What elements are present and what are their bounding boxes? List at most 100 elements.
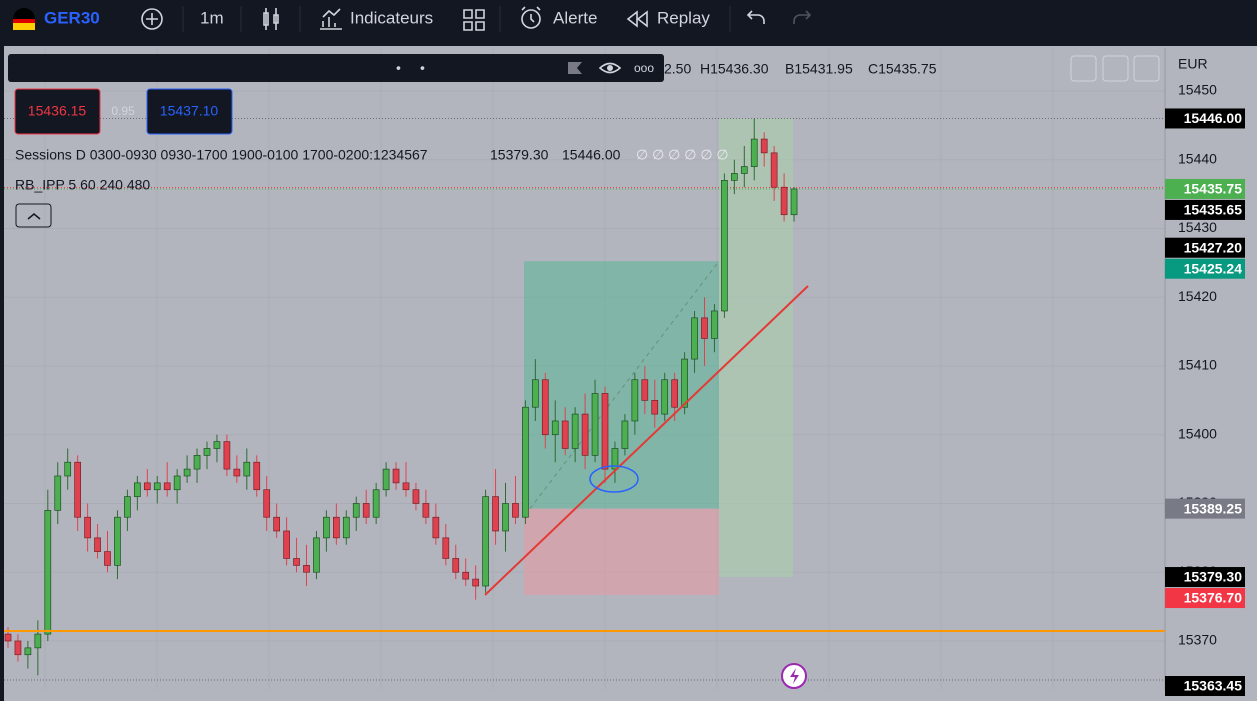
undo-icon[interactable]	[746, 10, 765, 24]
layout-icon[interactable]	[463, 9, 485, 31]
alert-icon	[521, 6, 541, 23]
candle-body	[512, 503, 519, 518]
price-label-text: 15425.24	[1184, 260, 1243, 276]
candle-body	[163, 482, 171, 491]
interval[interactable]: 1m	[200, 8, 224, 27]
candle-body	[721, 179, 728, 312]
indicator-value: 15379.30	[490, 147, 549, 163]
candle-body	[531, 379, 539, 408]
chart-type-icon[interactable]	[263, 8, 279, 30]
eye-icon[interactable]	[598, 62, 622, 74]
candle-body	[84, 516, 91, 539]
price-label-text: 15363.45	[1184, 678, 1243, 694]
candle-body	[382, 468, 390, 491]
legend-bar	[8, 54, 664, 82]
price-label-text: 15446.00	[1184, 110, 1243, 126]
candle-body	[780, 186, 788, 216]
price-label	[1165, 237, 1245, 258]
redo-icon[interactable]	[793, 10, 812, 24]
ohlc-value: 2.50	[664, 61, 691, 77]
candle-body	[263, 489, 271, 518]
candle-body	[422, 503, 430, 518]
candle-body	[193, 455, 201, 470]
buy-button[interactable]	[146, 88, 233, 135]
sessions-indicator: Sessions D 0300-0930 0930-1700 1900-0100…	[15, 147, 428, 163]
fullscreen-button[interactable]	[1133, 55, 1160, 82]
currency[interactable]: EUR	[1178, 56, 1208, 72]
candle-body	[24, 647, 32, 656]
candle-body	[541, 379, 549, 436]
buy-price[interactable]: 15437.10	[160, 103, 219, 119]
candle-body	[362, 503, 370, 518]
price-label	[1165, 676, 1245, 697]
candle-body	[203, 448, 211, 456]
loss-zone	[524, 508, 719, 595]
candle-body	[392, 468, 400, 484]
candle-body	[333, 516, 340, 539]
spread: 0.95	[111, 104, 135, 118]
candle-body	[64, 461, 72, 477]
indicators-button[interactable]: Indicateurs	[350, 8, 433, 27]
candle-body	[313, 537, 320, 573]
flag-icon[interactable]	[568, 62, 582, 74]
price-label	[1165, 199, 1245, 220]
symbol[interactable]: GER30	[44, 8, 100, 27]
candle-body	[671, 379, 679, 408]
candle-body	[522, 406, 529, 518]
ohlc-value: B15431.95	[785, 61, 853, 77]
alert-button[interactable]: Alerte	[553, 8, 597, 27]
sell-button[interactable]	[14, 88, 101, 135]
price-label-text: 15379.30	[1184, 569, 1243, 585]
price-label	[1165, 108, 1245, 129]
collapse-button[interactable]	[15, 203, 52, 228]
price-label	[1165, 567, 1245, 588]
y-tick-label: 15400	[1178, 425, 1217, 441]
candle-body	[641, 379, 649, 401]
replay-icon[interactable]	[626, 10, 648, 28]
candle-body	[442, 537, 450, 559]
candle-body	[74, 461, 82, 518]
add-icon	[146, 13, 158, 25]
collapse-icon	[27, 213, 41, 220]
y-tick-label: 15430	[1178, 219, 1217, 235]
target-extension	[719, 118, 793, 578]
candle-body	[502, 503, 509, 532]
scroll-button[interactable]	[1070, 55, 1097, 82]
candle-body	[452, 558, 460, 573]
candle-body	[631, 379, 639, 422]
alert-icon[interactable]	[521, 9, 541, 29]
candle-body	[730, 173, 738, 181]
dot: •	[396, 60, 401, 76]
candle-body	[183, 468, 191, 477]
price-label-text: 15427.20	[1184, 239, 1243, 255]
y-tick-label: 15370	[1178, 632, 1217, 648]
candle-body	[701, 317, 708, 339]
add-icon[interactable]	[141, 8, 163, 30]
indicators-icon[interactable]	[320, 8, 342, 30]
candle-body	[233, 468, 241, 477]
candle-body	[581, 413, 589, 456]
indicator-value: ∅ ∅ ∅ ∅ ∅ ∅	[636, 147, 729, 163]
more-icon[interactable]: ooo	[634, 61, 654, 75]
candle-body	[303, 565, 310, 573]
candle-body	[402, 482, 410, 491]
candle-body	[323, 516, 330, 539]
trend-line	[484, 285, 809, 596]
candle-body	[561, 420, 569, 449]
sell-price[interactable]: 15436.15	[28, 103, 87, 119]
candle-body	[94, 537, 101, 552]
candle-body	[114, 516, 121, 566]
candle-body	[790, 188, 798, 216]
candle-body	[492, 496, 499, 532]
candle-body	[691, 317, 698, 360]
dot: •	[420, 60, 425, 76]
candle-body	[601, 393, 609, 470]
candle-body	[372, 489, 380, 518]
replay-button[interactable]: Replay	[657, 8, 710, 27]
price-label	[1165, 498, 1245, 519]
scale-button[interactable]	[1102, 55, 1129, 82]
y-tick-label: 15450	[1178, 82, 1217, 98]
candle-body	[462, 571, 470, 580]
candle-body	[34, 633, 42, 649]
candle-body	[661, 379, 669, 415]
